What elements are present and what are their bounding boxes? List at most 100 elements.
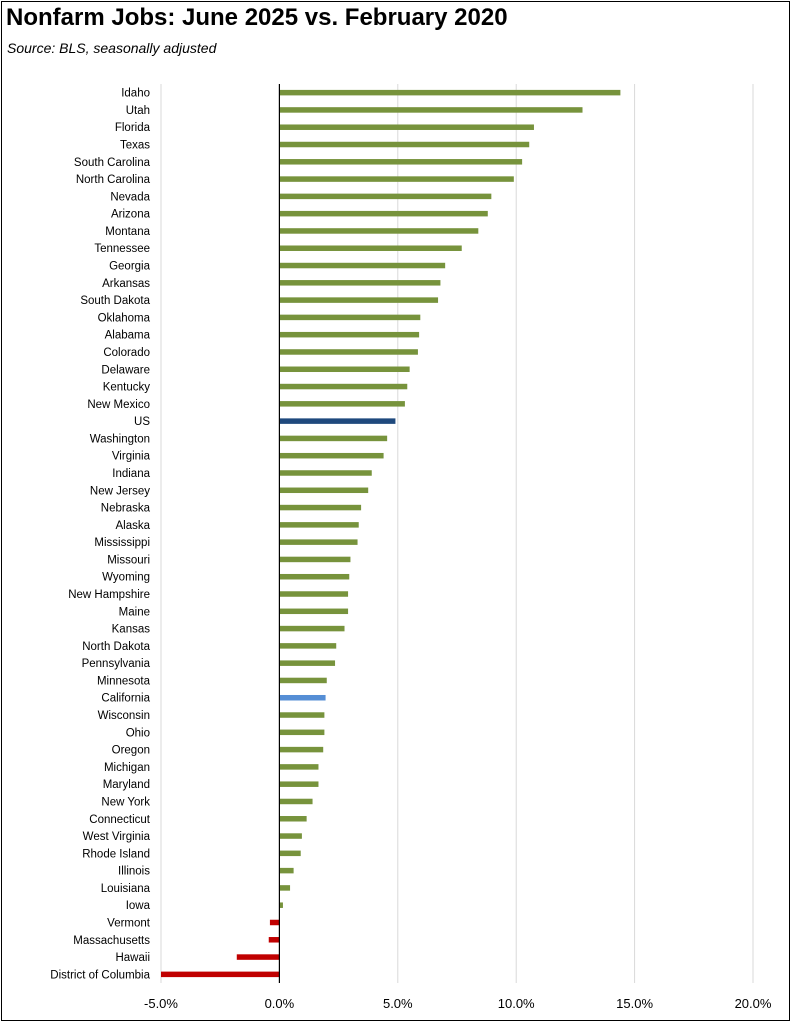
bar-montana [279, 228, 479, 234]
category-label-mississippi: Mississippi [94, 537, 150, 549]
category-label-west-virginia: West Virginia [83, 831, 151, 843]
category-label-colorado: Colorado [103, 347, 150, 359]
bar-nebraska [279, 504, 362, 511]
x-tick-label: 5.0% [383, 996, 413, 1011]
category-label-illinois: Illinois [118, 866, 150, 878]
bar-illinois [279, 867, 294, 874]
bar-alabama [279, 331, 420, 338]
bar-new-york [279, 798, 313, 805]
bar-colorado [279, 349, 418, 355]
bar-california [279, 694, 326, 701]
category-label-alabama: Alabama [105, 330, 151, 342]
bar-florida [279, 124, 534, 130]
category-label-washington: Washington [90, 433, 150, 445]
bar-mississippi [279, 539, 358, 545]
chart-title: Nonfarm Jobs: June 2025 vs. February 202… [6, 4, 508, 31]
bar-texas [279, 141, 530, 148]
x-tick-label: 15.0% [616, 996, 653, 1011]
category-label-pennsylvania: Pennsylvania [82, 658, 151, 670]
bar-tennessee [279, 245, 462, 251]
category-label-rhode-island: Rhode Island [82, 848, 150, 860]
category-label-texas: Texas [120, 140, 150, 152]
category-label-north-dakota: North Dakota [82, 641, 150, 653]
x-tick-label: -5.0% [144, 996, 178, 1011]
category-label-wyoming: Wyoming [102, 572, 150, 584]
category-label-kansas: Kansas [112, 624, 151, 636]
gridlines [160, 84, 754, 983]
category-label-nevada: Nevada [110, 191, 150, 203]
bar-arkansas [279, 280, 441, 286]
category-label-california: California [101, 693, 150, 705]
category-label-tennessee: Tennessee [94, 243, 150, 255]
bar-hawaii [236, 954, 280, 960]
category-label-delaware: Delaware [101, 364, 150, 376]
category-label-arkansas: Arkansas [102, 278, 150, 290]
tick-labels: -5.0% 0.0% 5.0% 10.0% 15.0% 20.0% [144, 996, 772, 1011]
category-label-missouri: Missouri [107, 554, 150, 566]
bar-alaska [279, 522, 359, 528]
bar-louisiana [279, 885, 291, 891]
bar-wyoming [279, 573, 350, 580]
category-label-vermont: Vermont [107, 917, 151, 929]
category-labels: Idaho Utah Florida Texas South Carolina North… [50, 88, 151, 982]
category-label-south-dakota: South Dakota [80, 295, 150, 307]
x-tick-label: 0.0% [265, 996, 295, 1011]
category-label-florida: Florida [115, 122, 151, 134]
bar-kentucky [279, 383, 408, 390]
bar-indiana [279, 470, 372, 476]
category-label-south-carolina: South Carolina [74, 157, 151, 169]
bar-north-dakota [279, 643, 337, 649]
bar-new-hampshire [279, 591, 349, 597]
bar-rhode-island [279, 850, 301, 857]
category-label-kentucky: Kentucky [103, 382, 151, 394]
bar-district-of-columbia [161, 971, 280, 978]
category-label-oklahoma: Oklahoma [98, 312, 151, 324]
bar-iowa [279, 902, 283, 908]
x-tick-label: 20.0% [735, 996, 772, 1011]
x-tick-label: 10.0% [498, 996, 535, 1011]
bar-kansas [279, 625, 345, 632]
category-label-louisiana: Louisiana [101, 883, 151, 895]
bar-pennsylvania [279, 660, 336, 666]
category-label-new-mexico: New Mexico [87, 399, 150, 411]
category-label-nebraska: Nebraska [101, 503, 151, 515]
bar-utah [279, 107, 583, 113]
chart-subtitle: Source: BLS, seasonally adjusted [7, 40, 217, 56]
category-label-alaska: Alaska [115, 520, 150, 532]
bar-oregon [279, 746, 324, 753]
bar-vermont [269, 919, 280, 926]
bar-wisconsin [279, 712, 325, 718]
category-label-ohio: Ohio [126, 727, 150, 739]
bar-georgia [279, 262, 446, 269]
bar-south-carolina [279, 159, 523, 165]
bar-west-virginia [279, 833, 302, 839]
bar-oklahoma [279, 314, 421, 321]
bar-delaware [279, 366, 410, 373]
category-label-iowa: Iowa [126, 900, 151, 912]
category-label-minnesota: Minnesota [97, 675, 151, 687]
bars [161, 89, 621, 978]
category-label-utah: Utah [126, 105, 150, 117]
category-label-new-york: New York [101, 796, 150, 808]
bar-ohio [279, 729, 325, 736]
bar-us [279, 418, 396, 424]
bar-washington [279, 435, 388, 442]
bar-connecticut [279, 816, 307, 822]
bar-maryland [279, 781, 319, 787]
bar-south-dakota [279, 297, 439, 303]
category-label-north-carolina: North Carolina [76, 174, 151, 186]
bar-virginia [279, 452, 384, 459]
bar-missouri [279, 556, 351, 563]
category-label-wisconsin: Wisconsin [98, 710, 150, 722]
category-label-new-jersey: New Jersey [90, 485, 150, 497]
category-label-idaho: Idaho [121, 88, 150, 100]
category-label-michigan: Michigan [104, 762, 150, 774]
category-label-us: US [134, 416, 150, 428]
category-label-indiana: Indiana [112, 468, 150, 480]
bar-nevada [279, 193, 492, 200]
bar-massachusetts [268, 937, 280, 943]
category-label-maryland: Maryland [103, 779, 150, 791]
bar-maine [279, 608, 349, 615]
